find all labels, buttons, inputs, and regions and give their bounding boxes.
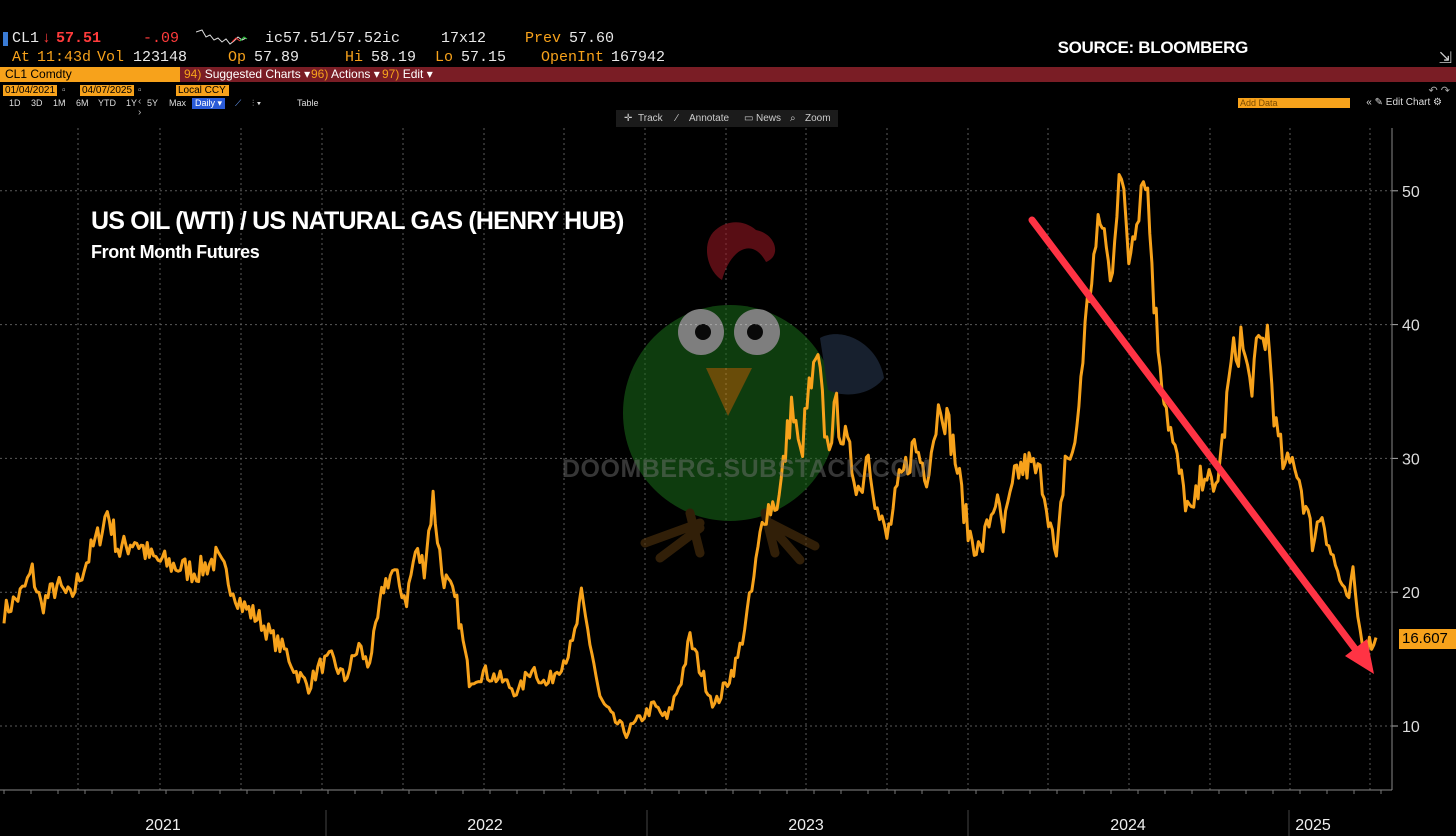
period-6m[interactable]: 6M	[76, 98, 89, 108]
source-label: SOURCE: BLOOMBERG	[1057, 38, 1249, 57]
last-value-tag: 16.607	[1399, 629, 1456, 649]
vol-label: Vol	[97, 49, 125, 66]
zoom-icon[interactable]: ⌕	[790, 113, 796, 124]
menu-edit[interactable]: 97) Edit ▾	[382, 67, 433, 81]
vol-value: 123148	[133, 49, 188, 66]
x-tick-label: 2022	[467, 817, 503, 834]
period-max[interactable]: Max	[169, 98, 187, 108]
low-label: Lo	[435, 49, 454, 66]
currency-select[interactable]: Local CCY	[176, 85, 229, 96]
news-icon[interactable]: ▭	[744, 113, 754, 124]
menu-bar: CL1 Comdty 94) Suggested Charts ▾ 96) Ac…	[0, 67, 1456, 82]
series-line-oil-gas-ratio	[2, 173, 1378, 739]
period-5y[interactable]: 5Y	[147, 98, 159, 108]
down-arrow-icon: ↓	[42, 30, 52, 47]
y-tick-label: 20	[1402, 585, 1420, 602]
zoom-button[interactable]: Zoom	[805, 113, 831, 124]
low-value: 57.15	[461, 49, 507, 66]
track-button[interactable]: Track	[638, 113, 663, 124]
x-tick-label: 2025	[1295, 817, 1331, 834]
mascot-wing-icon	[820, 334, 884, 395]
date-nav-icon[interactable]: ▫ ‹ ›	[138, 85, 142, 118]
bid-ask-size: 17x12	[441, 30, 487, 47]
time-value: 11:43d	[37, 49, 92, 66]
line-chart-icon[interactable]: ⟋	[235, 98, 242, 108]
menu-suggested-charts[interactable]: 94) Suggested Charts ▾	[184, 67, 311, 81]
period-ytd[interactable]: YTD	[98, 98, 116, 108]
mascot-watermark-icon	[623, 222, 884, 565]
series-layer	[2, 173, 1378, 739]
ticker[interactable]: CL1	[12, 30, 40, 47]
y-tick-label: 10	[1402, 719, 1420, 736]
end-date-field[interactable]: 04/07/2025	[80, 85, 135, 96]
high-value: 58.19	[371, 49, 417, 66]
undo-redo-icon[interactable]: ↶ ↷	[1428, 85, 1451, 97]
last-price: 57.51	[56, 30, 102, 47]
security-box[interactable]: CL1 Comdty	[0, 67, 180, 82]
x-tick-label: 2023	[788, 817, 824, 834]
time-label: At	[12, 49, 31, 66]
export-icon[interactable]: ⇲	[1438, 50, 1452, 67]
track-icon[interactable]: ✛	[624, 113, 633, 124]
annotate-icon[interactable]: ∕	[676, 113, 678, 124]
calendar-icon[interactable]: ▫ -	[62, 85, 66, 107]
y-tick-label: 30	[1402, 451, 1420, 468]
start-date-field[interactable]: 01/04/2021	[3, 85, 58, 96]
menu-actions[interactable]: 96) Actions ▾	[311, 67, 380, 81]
net-change: -.09	[143, 30, 180, 47]
chart-area[interactable]: 10 20 30 40 50 2021 2022 2023 2024 2025	[0, 128, 1456, 836]
period-1m[interactable]: 1M	[53, 98, 66, 108]
open-label: Op	[228, 49, 247, 66]
high-label: Hi	[345, 49, 364, 66]
add-data-input[interactable]: Add Data	[1238, 98, 1350, 108]
prev-label: Prev	[525, 30, 562, 47]
y-tick-label: 40	[1402, 318, 1420, 335]
bid-ask: ic57.51/57.52ic	[265, 30, 401, 47]
chart-title: US OIL (WTI) / US NATURAL GAS (HENRY HUB…	[91, 207, 624, 235]
period-3d[interactable]: 3D	[31, 98, 43, 108]
frequency-select[interactable]: Daily ▾	[192, 98, 226, 109]
x-tick-label: 2021	[145, 817, 181, 834]
prev-value: 57.60	[569, 30, 615, 47]
annotate-button[interactable]: Annotate	[689, 113, 730, 124]
watermark-text: DOOMBERG.SUBSTACK.COM	[562, 455, 932, 483]
chart-subtitle: Front Month Futures	[91, 242, 260, 262]
y-tick-label: 50	[1402, 184, 1420, 201]
bar-type-icon[interactable]: ⫶ ▾	[252, 98, 262, 108]
trend-arrow-icon	[1028, 216, 1374, 674]
openint-value: 167942	[611, 49, 666, 66]
period-1d[interactable]: 1D	[9, 98, 21, 108]
edit-chart-button[interactable]: « ✎ Edit Chart ⚙	[1366, 97, 1442, 108]
news-button[interactable]: News	[756, 113, 782, 124]
axes: 10 20 30 40 50 2021 2022 2023 2024 2025	[0, 128, 1420, 836]
mascot-beak-icon	[706, 368, 752, 416]
x-tick-label: 2024	[1110, 817, 1146, 834]
sparkline-icon	[196, 29, 248, 45]
table-button[interactable]: Table	[297, 98, 319, 108]
mascot-comb-icon	[706, 222, 776, 280]
chart-toolbar: ✛ Track ∕ Annotate ▭ News ⌕ Zoom	[616, 110, 838, 127]
ticker-indicator	[3, 32, 8, 46]
openint-label: OpenInt	[541, 49, 605, 66]
open-value: 57.89	[254, 49, 300, 66]
period-1y[interactable]: 1Y	[126, 98, 138, 108]
